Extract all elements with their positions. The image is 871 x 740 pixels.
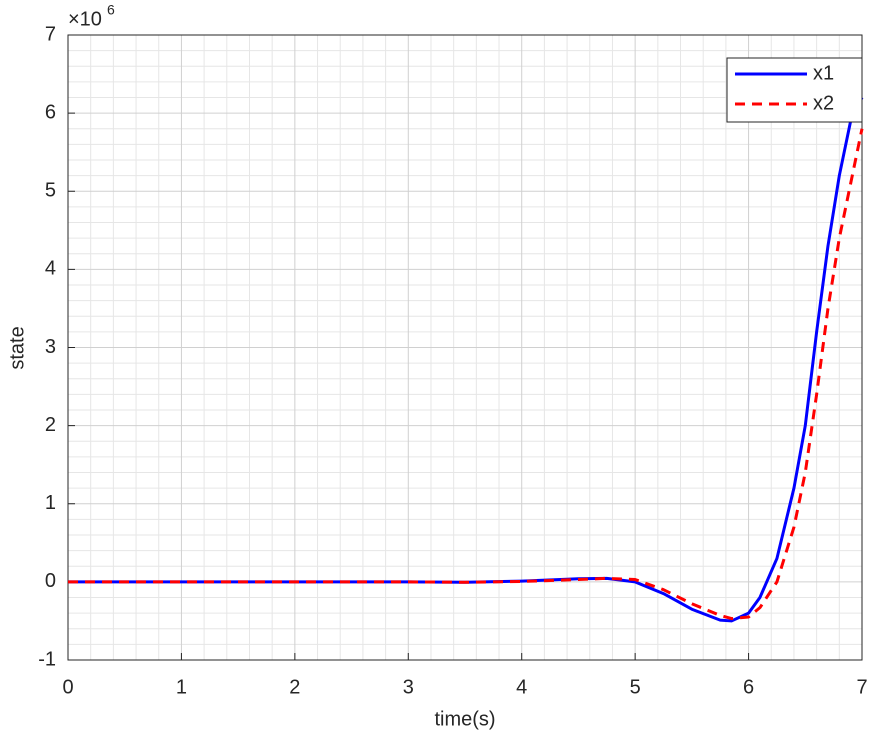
y-tick-label: 0 — [45, 570, 56, 592]
y-multiplier: ×10 — [68, 8, 102, 30]
y-tick-label: 3 — [45, 336, 56, 358]
x-tick-label: 1 — [176, 676, 187, 698]
legend-label: x2 — [813, 92, 834, 114]
x-tick-label: 6 — [743, 676, 754, 698]
legend-label: x1 — [813, 62, 834, 84]
x-tick-label: 5 — [630, 676, 641, 698]
y-tick-label: 4 — [45, 258, 56, 280]
series-line — [68, 128, 864, 621]
x-tick-label: 0 — [62, 676, 73, 698]
y-tick-label: 6 — [45, 101, 56, 123]
y-tick-label: 5 — [45, 180, 56, 202]
y-multiplier-exponent: 6 — [107, 2, 115, 18]
y-tick-label: 7 — [45, 23, 56, 45]
x-tick-label: 4 — [516, 676, 527, 698]
x-tick-label: 2 — [289, 676, 300, 698]
y-axis-label: state — [6, 326, 28, 369]
y-tick-label: 2 — [45, 414, 56, 436]
axes-box — [67, 34, 863, 661]
y-tick-label: -1 — [38, 648, 56, 670]
x-tick-label: 3 — [403, 676, 414, 698]
x-tick-label: 7 — [856, 676, 867, 698]
x-axis-label: time(s) — [434, 708, 495, 730]
legend-box — [726, 57, 863, 123]
y-tick-label: 1 — [45, 492, 56, 514]
